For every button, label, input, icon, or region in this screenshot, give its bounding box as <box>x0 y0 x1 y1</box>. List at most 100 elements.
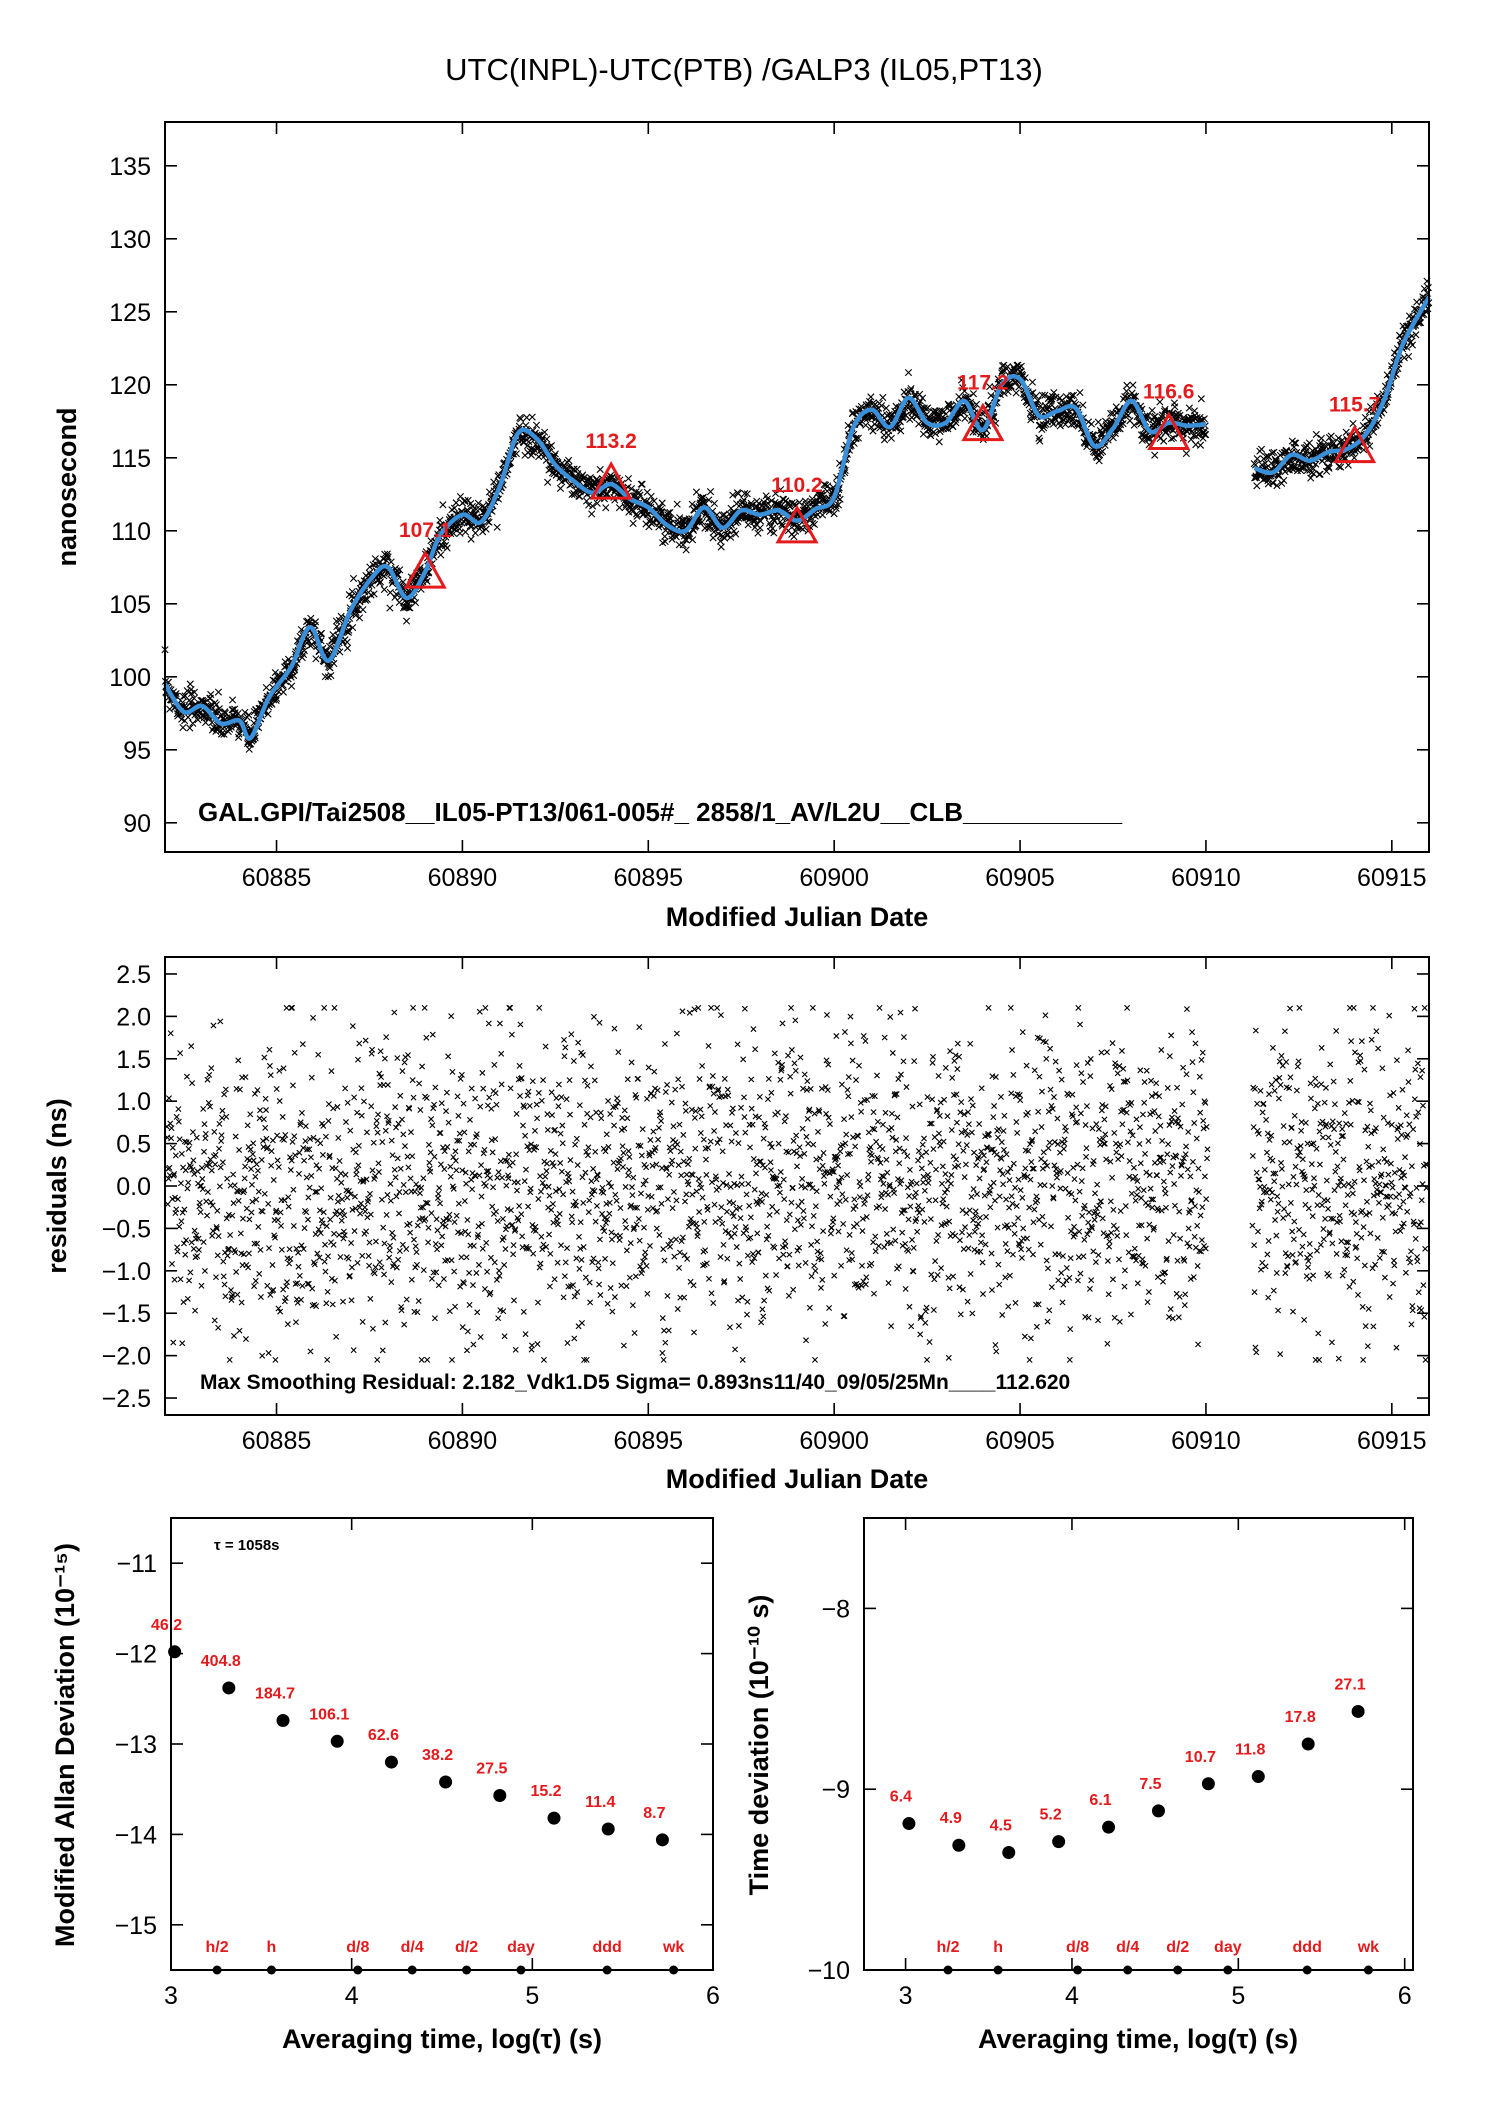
residual-point <box>769 1203 776 1210</box>
residual-point <box>603 1131 610 1138</box>
residuals-y-tick-label: −1.5 <box>102 1300 151 1328</box>
residual-point <box>431 1101 438 1108</box>
residual-point <box>264 1282 271 1289</box>
residual-point <box>525 1203 532 1210</box>
residual-point <box>809 1004 816 1011</box>
residual-point <box>858 1282 865 1289</box>
residual-point <box>595 1265 602 1272</box>
residual-point <box>710 1090 717 1097</box>
residual-point <box>579 1320 585 1326</box>
residual-point <box>269 1137 276 1144</box>
residual-point <box>850 1206 857 1213</box>
residual-point <box>734 1041 741 1048</box>
residual-point <box>987 1204 994 1211</box>
residual-point <box>556 1210 563 1217</box>
residual-point <box>1017 1187 1024 1194</box>
residual-point <box>704 1206 711 1213</box>
time-series-point <box>818 511 827 519</box>
residual-point <box>620 1164 627 1170</box>
residual-point <box>657 1109 664 1116</box>
residual-point <box>167 1120 174 1127</box>
residual-point <box>453 1167 460 1174</box>
residual-point <box>934 1272 941 1279</box>
time-series-point <box>467 535 475 543</box>
residual-point <box>985 1004 992 1011</box>
residual-point <box>838 1262 845 1269</box>
residual-point <box>471 1141 478 1148</box>
time-series-point <box>207 690 215 699</box>
residual-point <box>878 1190 885 1197</box>
residual-point <box>633 1221 640 1228</box>
calibration-marker-label: 117.2 <box>957 372 1008 395</box>
residual-point <box>420 1175 427 1182</box>
calibration-marker-label: 116.6 <box>1143 380 1194 403</box>
residual-point <box>803 1337 810 1344</box>
residual-point <box>409 1153 416 1160</box>
residual-point <box>839 1191 846 1198</box>
time-series-point <box>327 671 335 680</box>
residual-point <box>907 1203 914 1210</box>
residual-point <box>201 1267 208 1274</box>
residual-point <box>519 1233 526 1240</box>
residual-point <box>474 1309 481 1316</box>
residual-point <box>900 1034 907 1041</box>
time-series-point <box>603 490 612 498</box>
time-series-point <box>867 393 875 401</box>
residual-point <box>682 1100 689 1107</box>
residual-point <box>417 1107 424 1113</box>
residual-point <box>230 1200 237 1207</box>
time-series-x-tick-label: 60890 <box>428 864 498 892</box>
residual-point <box>568 1031 575 1038</box>
residual-point <box>971 1228 978 1235</box>
residual-point <box>708 1179 715 1186</box>
residual-point <box>945 1354 952 1361</box>
residual-point <box>968 1096 975 1103</box>
time-series-point <box>862 421 870 429</box>
time-series-point <box>262 683 270 692</box>
residual-point <box>593 1176 600 1183</box>
residual-point <box>231 1182 238 1189</box>
residual-point <box>812 1203 819 1210</box>
residual-point <box>557 1130 564 1137</box>
residual-point <box>582 1274 589 1281</box>
residual-point <box>283 1004 290 1011</box>
residual-point <box>676 1264 683 1271</box>
residual-point <box>719 1148 726 1155</box>
residual-point <box>252 1173 259 1180</box>
residual-point <box>623 1224 630 1231</box>
residual-point <box>609 1260 616 1267</box>
residual-point <box>682 1198 689 1205</box>
residual-point <box>888 1124 895 1131</box>
residual-point <box>905 1247 912 1254</box>
residual-point <box>351 1094 358 1101</box>
residual-point <box>640 1224 647 1231</box>
residual-point <box>739 1294 746 1301</box>
residual-point <box>955 1141 962 1148</box>
residual-point <box>857 1183 864 1190</box>
residual-point <box>182 1251 189 1258</box>
residual-point <box>487 1254 494 1261</box>
residual-point <box>456 1130 463 1137</box>
residual-point <box>463 1254 470 1261</box>
residual-point <box>788 1004 795 1011</box>
time-series-point <box>190 688 199 696</box>
residual-point <box>315 1051 322 1058</box>
residual-point <box>812 1356 818 1363</box>
residual-point <box>921 1135 928 1142</box>
residual-point <box>171 1276 178 1283</box>
residual-point <box>615 1049 622 1056</box>
residual-point <box>849 1057 856 1064</box>
residual-point <box>292 1319 299 1326</box>
residual-point <box>447 1173 454 1180</box>
residual-point <box>421 1004 428 1011</box>
residual-point <box>177 1050 184 1057</box>
residual-point <box>437 1129 444 1136</box>
residual-point <box>325 1117 332 1124</box>
residual-point <box>590 1013 597 1020</box>
residual-point <box>1012 1299 1019 1306</box>
residual-point <box>480 1085 487 1092</box>
calibration-marker-label: 110.2 <box>771 474 822 497</box>
residual-point <box>914 1228 921 1235</box>
residual-point <box>962 1161 969 1168</box>
residual-point <box>801 1071 808 1078</box>
